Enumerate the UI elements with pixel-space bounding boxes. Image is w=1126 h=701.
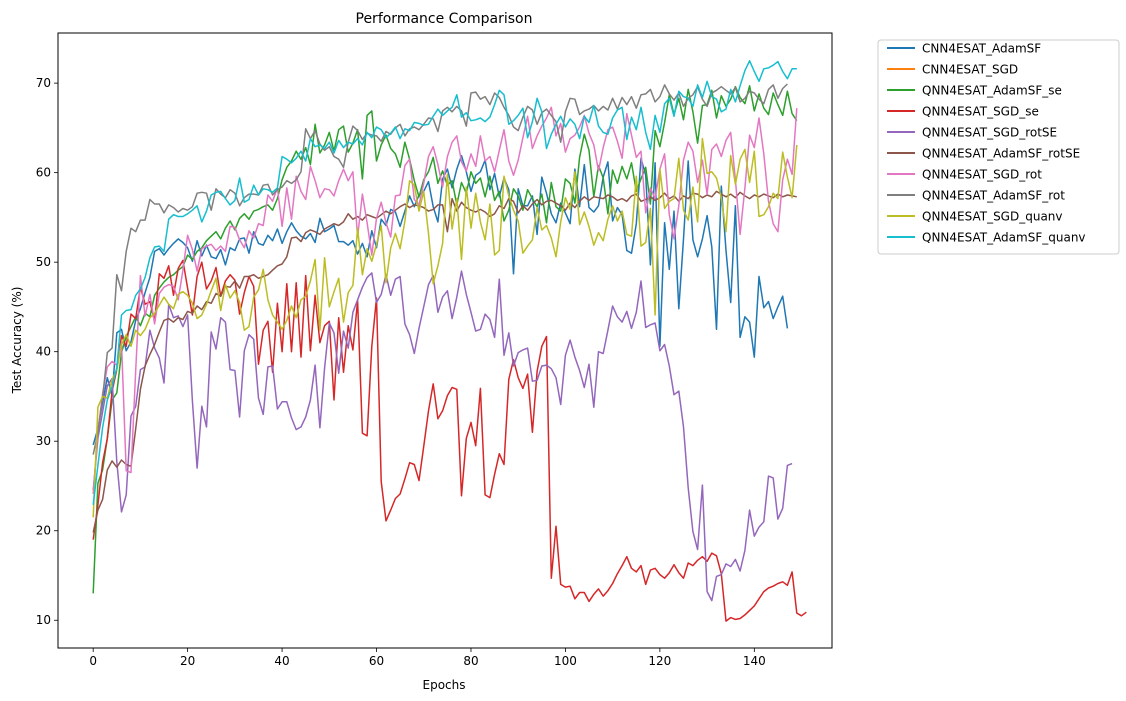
y-tick-label: 50 — [36, 255, 51, 269]
x-tick-label: 60 — [369, 654, 384, 668]
y-tick-label: 40 — [36, 345, 51, 359]
series-line-4 — [92, 270, 793, 602]
y-tick-label: 30 — [36, 434, 51, 448]
legend-label: QNN4ESAT_AdamSF_se — [922, 84, 1062, 98]
series-line-0 — [92, 154, 789, 446]
legend-label: CNN4ESAT_SGD — [922, 63, 1018, 77]
x-tick-label: 0 — [89, 654, 97, 668]
x-tick-label: 140 — [743, 654, 766, 668]
y-tick-label: 60 — [36, 166, 51, 180]
y-tick-label: 20 — [36, 524, 51, 538]
y-tick-label: 70 — [36, 76, 51, 90]
legend-label: QNN4ESAT_SGD_se — [922, 105, 1039, 119]
legend-label: QNN4ESAT_SGD_rot — [922, 168, 1042, 182]
x-tick-label: 40 — [274, 654, 289, 668]
legend-frame — [877, 39, 1120, 255]
legend-label: QNN4ESAT_AdamSF_rot — [922, 189, 1065, 203]
x-axis-label: Epochs — [423, 678, 466, 692]
x-axis: 0 20 40 60 80 100 120 140 — [89, 648, 766, 668]
y-axis-label: Test Accuracy (%) — [10, 287, 24, 395]
series-line-9 — [92, 60, 797, 505]
series-line-3 — [92, 259, 807, 622]
series-line-8 — [92, 137, 798, 518]
legend: CNN4ESAT_AdamSF CNN4ESAT_SGD QNN4ESAT_Adam… — [877, 39, 1120, 255]
x-tick-label: 20 — [180, 654, 195, 668]
x-tick-label: 80 — [463, 654, 478, 668]
x-tick-label: 100 — [554, 654, 577, 668]
legend-label: QNN4ESAT_AdamSF_rotSE — [922, 147, 1080, 161]
legend-label: QNN4ESAT_SGD_rotSE — [922, 126, 1057, 140]
chart-title: Performance Comparison — [356, 11, 533, 27]
plot-frame — [57, 32, 833, 649]
plot-area — [92, 60, 807, 622]
y-axis: 10 20 30 40 50 60 70 — [36, 76, 58, 627]
x-tick-label: 120 — [648, 654, 671, 668]
legend-label: QNN4ESAT_SGD_quanv — [922, 210, 1063, 224]
legend-label: CNN4ESAT_AdamSF — [922, 42, 1041, 56]
series-line-2 — [92, 85, 798, 594]
y-tick-label: 10 — [36, 613, 51, 627]
series-line-6 — [92, 106, 798, 495]
legend-label: QNN4ESAT_AdamSF_quanv — [922, 231, 1086, 245]
